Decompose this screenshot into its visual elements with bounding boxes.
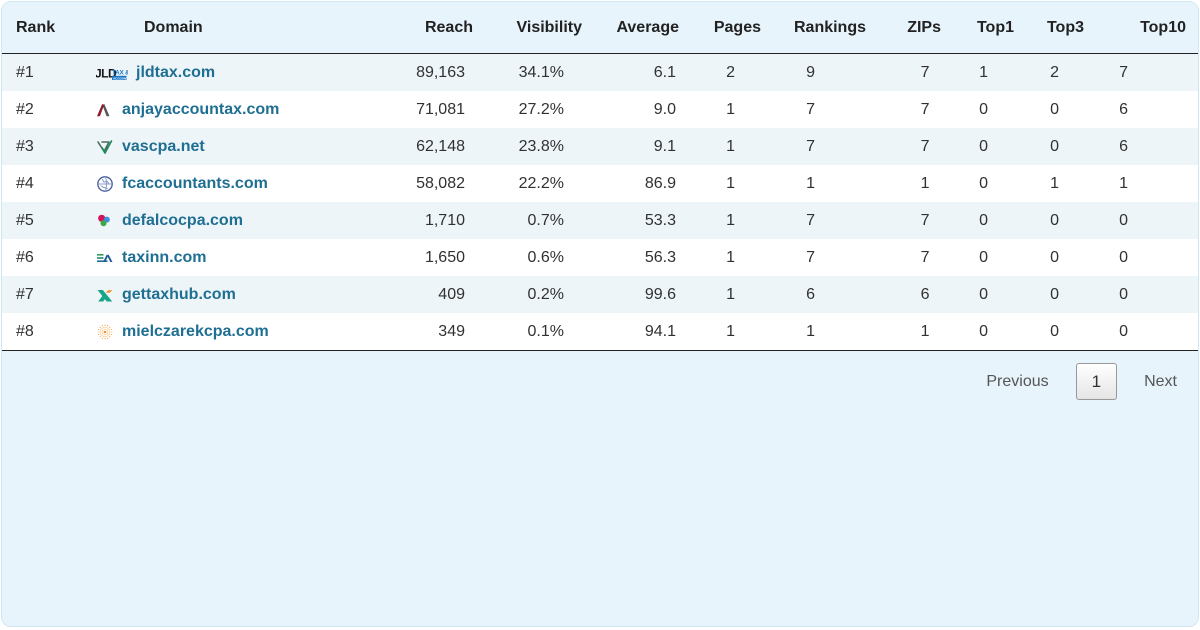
svg-text:ACCOUNTING: ACCOUNTING <box>113 76 128 80</box>
